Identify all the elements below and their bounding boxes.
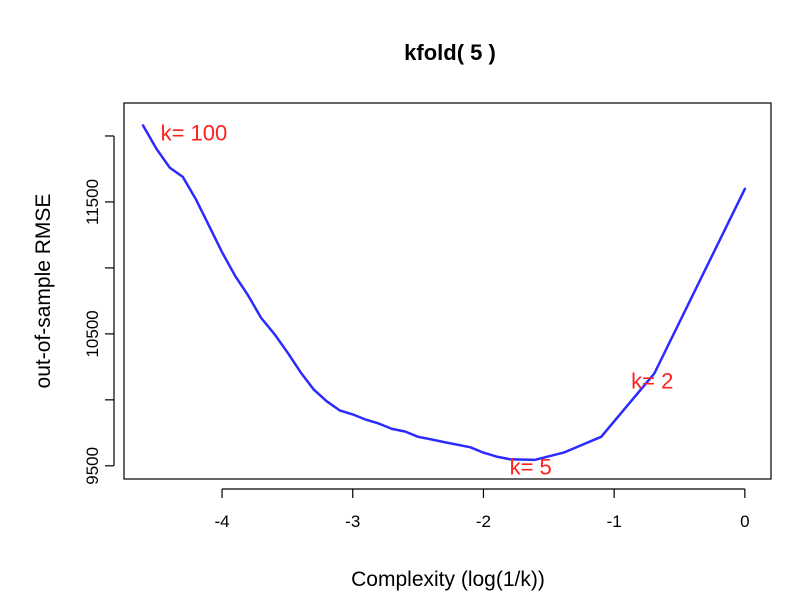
x-axis-label: Complexity (log(1/k)) [351,568,545,591]
plot-frame [123,102,772,480]
y-axis: 9500 10500 11500 [83,135,115,485]
series-line-rmse [141,124,747,462]
x-tick-label: 0 [740,512,749,531]
x-tick-label: -3 [345,512,360,531]
y-tick-label: 11500 [83,179,102,225]
x-axis: -4 -3 -2 -1 0 [214,488,750,531]
chart-title: kfold( 5 ) [404,40,496,65]
annotation-label: k= 5 [510,454,552,479]
y-tick-label: 9500 [83,447,102,485]
y-axis-label: out-of-sample RMSE [32,194,55,389]
x-tick-label: -4 [214,512,229,531]
x-tick-label: -2 [476,512,491,531]
x-tick-label: -1 [607,512,622,531]
annotation-label: k= 2 [631,369,673,394]
annotation-label: k= 100 [161,120,228,145]
y-tick-label: 10500 [83,310,102,357]
annotations: k= 100 k= 5 k= 2 [161,120,674,479]
